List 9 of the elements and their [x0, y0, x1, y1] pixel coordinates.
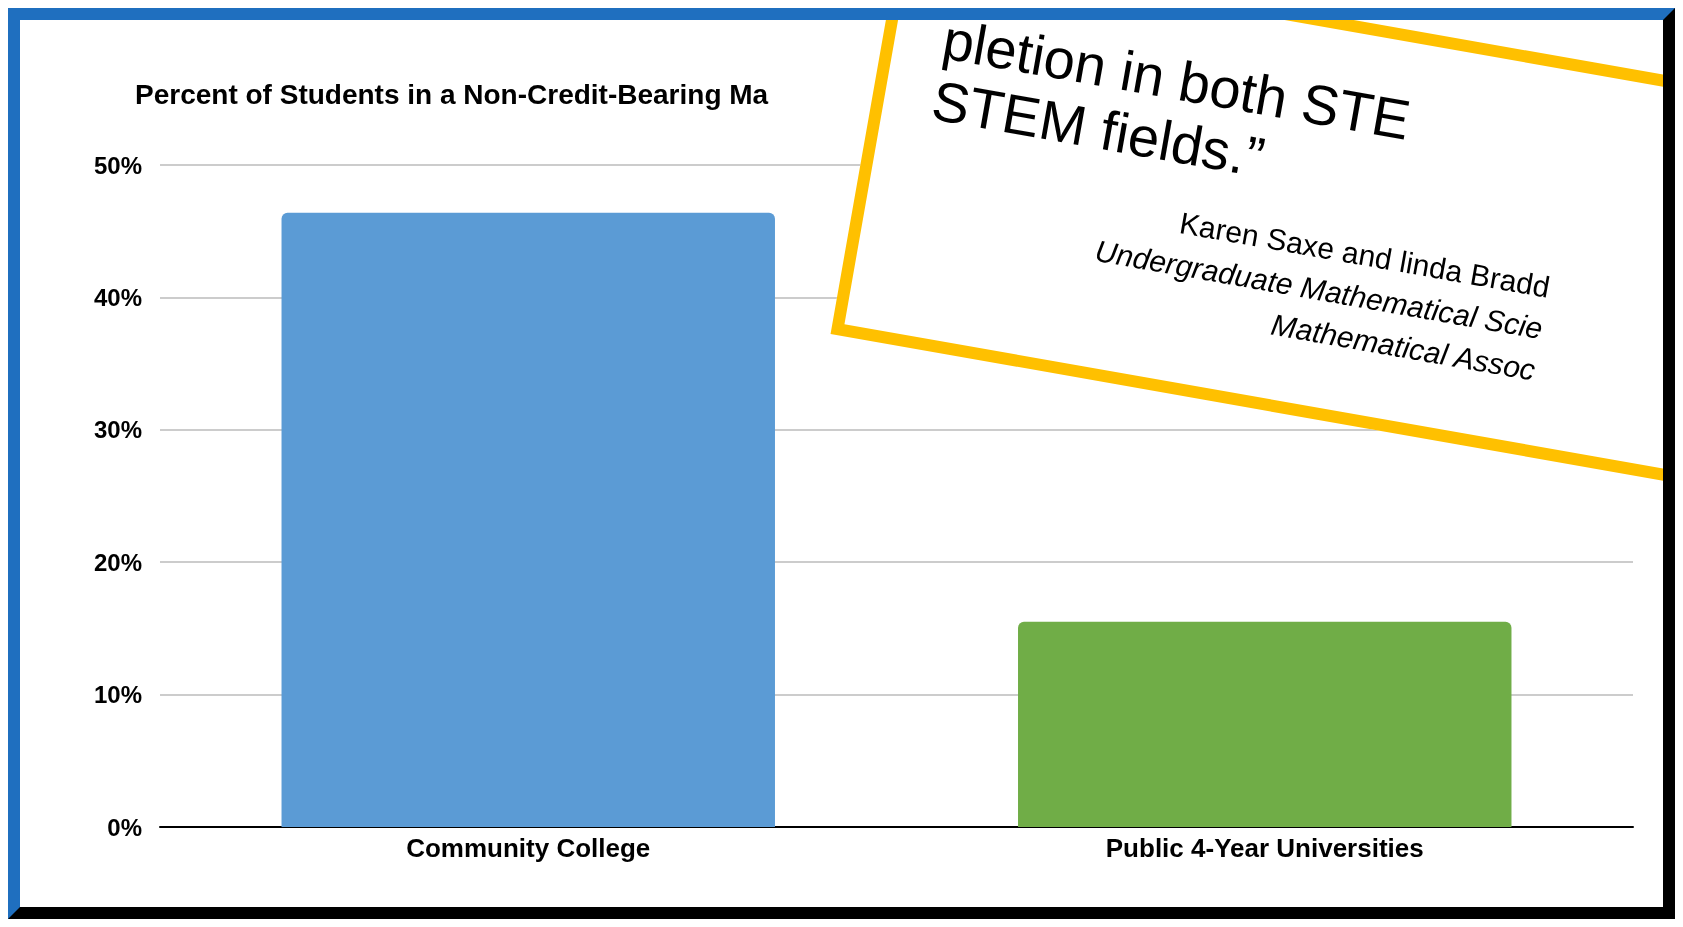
- chart-title: Percent of Students in a Non-Credit-Bearing Ma: [135, 78, 769, 110]
- y-tick-label: 10%: [93, 681, 142, 709]
- y-tick-label: 0%: [107, 813, 142, 841]
- y-tick-label: 50%: [93, 151, 142, 179]
- y-tick-label: 30%: [93, 416, 142, 444]
- y-tick-label: 20%: [93, 548, 142, 576]
- x-tick-label: Community College: [406, 833, 651, 863]
- y-tick-label: 40%: [93, 283, 142, 311]
- x-tick-label: Public 4-Year Universities: [1105, 833, 1424, 863]
